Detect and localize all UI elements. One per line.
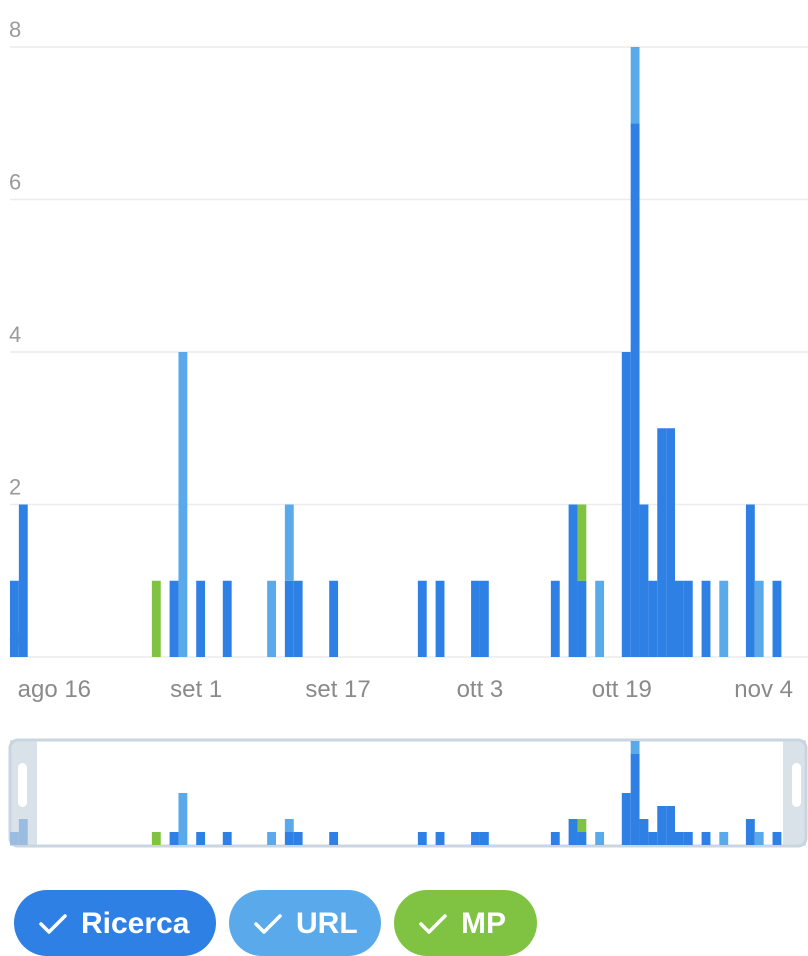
- bar: [293, 580, 303, 657]
- bar: [550, 580, 560, 657]
- legend-pill[interactable]: [14, 890, 216, 956]
- navigator-bar: [178, 793, 188, 845]
- navigator-bar: [329, 832, 339, 845]
- bar: [471, 580, 480, 657]
- navigator-bar: [577, 832, 587, 845]
- navigator-bar: [754, 832, 764, 845]
- bar: [639, 504, 649, 657]
- navigator-bar: [648, 832, 658, 845]
- bar: [666, 428, 675, 657]
- navigator-bar: [595, 832, 605, 845]
- legend-check[interactable]: [39, 914, 67, 934]
- bar: [772, 580, 782, 657]
- navigator-bar: [675, 832, 684, 845]
- bar: [267, 580, 276, 657]
- bar: [657, 428, 667, 657]
- navigator-bar: [630, 741, 640, 754]
- x-tick-label: set 17: [305, 676, 370, 703]
- navigator-bar: [222, 832, 232, 845]
- navigator-bar: [151, 832, 161, 845]
- bar: [18, 504, 28, 657]
- y-tick-label: 4: [9, 322, 21, 347]
- navigator-bar: [196, 832, 206, 845]
- navigator-frame: [8, 738, 808, 848]
- bar: [284, 504, 294, 581]
- x-tick-label: ago 16: [18, 676, 91, 703]
- navigator-bar: [745, 819, 755, 845]
- legend-button[interactable]: MP: [394, 890, 537, 956]
- y-tick-label: 2: [9, 475, 21, 500]
- y-tick-label: 6: [9, 170, 21, 195]
- bar: [701, 580, 711, 657]
- x-tick-label: ott 3: [457, 676, 504, 703]
- navigator-bar: [630, 754, 640, 845]
- bar: [648, 580, 658, 657]
- legend-button[interactable]: Ricerca: [14, 890, 216, 956]
- y-tick-label: 8: [9, 17, 21, 42]
- bar: [630, 123, 640, 657]
- navigator-bar: [701, 832, 711, 845]
- bar: [568, 504, 578, 657]
- bar: [479, 580, 489, 657]
- bar: [196, 580, 206, 657]
- bar: [417, 580, 427, 657]
- navigator-bar: [621, 793, 631, 845]
- navigator-bar: [471, 832, 480, 845]
- navigator-bar: [417, 832, 427, 845]
- x-tick-label: nov 4: [734, 676, 793, 703]
- bar: [151, 580, 161, 657]
- navigator-bar: [639, 819, 649, 845]
- bar: [169, 580, 179, 657]
- legend-button[interactable]: URL: [229, 890, 381, 956]
- legend-label[interactable]: MP: [461, 907, 506, 940]
- bar: [595, 580, 605, 657]
- navigator-bar: [435, 832, 445, 845]
- bar: [435, 580, 445, 657]
- navigator-bar: [657, 806, 667, 845]
- x-tick-label: ott 19: [592, 676, 652, 703]
- navigator-bar: [577, 819, 587, 832]
- legend-label[interactable]: Ricerca: [81, 907, 190, 940]
- bar: [675, 580, 684, 657]
- navigator-bar: [284, 832, 294, 845]
- bar: [329, 580, 339, 657]
- legend-label[interactable]: URL: [296, 907, 358, 940]
- bar: [754, 580, 764, 657]
- bar: [621, 352, 631, 657]
- bar: [178, 352, 188, 657]
- navigator-bar: [479, 832, 489, 845]
- navigator-bar: [169, 832, 179, 845]
- navigator-bar: [267, 832, 276, 845]
- legend-check[interactable]: [419, 914, 447, 934]
- navigator-bar: [293, 832, 303, 845]
- bar: [284, 580, 294, 657]
- bar: [10, 580, 19, 657]
- bar: [577, 504, 587, 581]
- navigator-bar: [666, 806, 675, 845]
- legend-pill[interactable]: [229, 890, 381, 956]
- x-tick-label: set 1: [170, 676, 222, 703]
- navigator-bar: [719, 832, 729, 845]
- navigator-bar: [550, 832, 560, 845]
- bar: [683, 580, 693, 657]
- bar: [222, 580, 232, 657]
- legend-pill[interactable]: [394, 890, 537, 956]
- navigator-bar: [683, 832, 693, 845]
- legend-check[interactable]: [254, 914, 282, 934]
- bar: [630, 47, 640, 124]
- navigator-bar: [284, 819, 294, 832]
- navigator-bar: [772, 832, 782, 845]
- navigator-right-handle[interactable]: [792, 763, 801, 807]
- bar: [719, 580, 729, 657]
- navigator-left-handle[interactable]: [18, 763, 27, 807]
- bar: [745, 504, 755, 657]
- navigator-bar: [568, 819, 578, 845]
- bar: [577, 580, 587, 657]
